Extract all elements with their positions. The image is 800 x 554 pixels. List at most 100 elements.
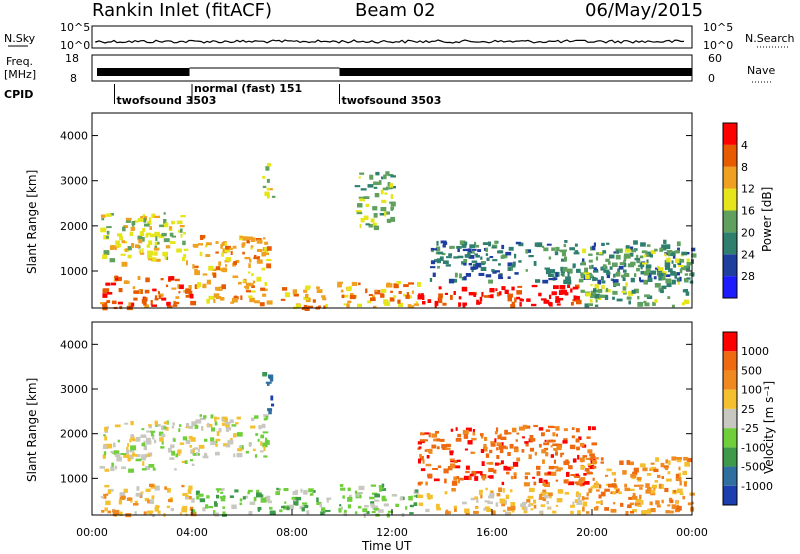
heatmap-cell bbox=[679, 492, 684, 496]
heatmap-cell bbox=[465, 465, 470, 470]
heatmap-cell bbox=[398, 291, 402, 294]
heatmap-cell bbox=[264, 282, 268, 287]
heatmap-cell bbox=[436, 258, 441, 264]
heatmap-cell bbox=[169, 226, 172, 230]
heatmap-cell bbox=[647, 277, 653, 282]
heatmap-cell bbox=[390, 208, 394, 211]
heatmap-cell bbox=[613, 478, 617, 482]
heatmap-cell bbox=[141, 468, 147, 471]
heatmap-cell bbox=[242, 251, 245, 255]
heatmap-cell bbox=[372, 206, 378, 211]
heatmap-cell bbox=[595, 505, 599, 509]
heatmap-cell bbox=[507, 262, 513, 267]
heatmap-cell bbox=[110, 450, 114, 454]
heatmap-cell bbox=[641, 250, 648, 254]
heatmap-cell bbox=[629, 246, 634, 251]
heatmap-cell bbox=[511, 286, 515, 291]
colorbar-tick-label: 8 bbox=[741, 161, 748, 174]
heatmap-cell bbox=[242, 236, 249, 241]
heatmap-cell bbox=[583, 481, 590, 485]
heatmap-cell bbox=[494, 240, 498, 244]
heatmap-cell bbox=[524, 506, 528, 511]
heatmap-cell bbox=[343, 509, 347, 515]
heatmap-cell bbox=[123, 225, 129, 229]
heatmap-cell bbox=[128, 468, 134, 473]
heatmap-cell bbox=[417, 481, 422, 486]
heatmap-cell bbox=[608, 483, 614, 488]
heatmap-cell bbox=[166, 256, 169, 260]
heatmap-cell bbox=[116, 278, 122, 282]
heatmap-cell bbox=[142, 214, 146, 217]
heatmap-cell bbox=[405, 506, 408, 510]
heatmap-cell bbox=[183, 248, 189, 251]
heatmap-cell bbox=[548, 278, 554, 281]
heatmap-cell bbox=[612, 296, 615, 300]
heatmap-cell bbox=[490, 441, 495, 444]
heatmap-cell bbox=[467, 248, 472, 253]
heatmap-cell bbox=[378, 509, 384, 513]
heatmap-cell bbox=[676, 506, 682, 511]
heatmap-cell bbox=[637, 264, 642, 268]
heatmap-cell bbox=[222, 506, 226, 509]
x-axis-label: Time UT bbox=[361, 539, 412, 553]
heatmap-cell bbox=[104, 484, 110, 488]
heatmap-cell bbox=[142, 461, 145, 466]
heatmap-cell bbox=[514, 253, 517, 259]
heatmap-cell bbox=[145, 234, 149, 238]
heatmap-cell bbox=[106, 230, 110, 235]
heatmap-cell bbox=[344, 294, 349, 298]
heatmap-cell bbox=[673, 264, 677, 268]
heatmap-cell bbox=[496, 455, 500, 459]
heatmap-cell bbox=[624, 483, 628, 488]
heatmap-cell bbox=[396, 281, 401, 285]
heatmap-cell bbox=[189, 506, 194, 511]
heatmap-cell bbox=[154, 245, 157, 248]
heatmap-cell bbox=[204, 438, 208, 442]
heatmap-cell bbox=[538, 427, 544, 431]
heatmap-cell bbox=[437, 465, 442, 468]
heatmap-cell bbox=[653, 276, 657, 280]
heatmap-cell bbox=[589, 457, 594, 461]
heatmap-cell bbox=[390, 175, 396, 178]
heatmap-cell bbox=[102, 288, 106, 294]
heatmap-cell bbox=[567, 279, 572, 285]
heatmap-cell bbox=[248, 271, 251, 274]
heatmap-cell bbox=[672, 254, 676, 259]
heatmap-cell bbox=[148, 217, 151, 223]
heatmap-cell bbox=[266, 178, 270, 183]
heatmap-cell bbox=[556, 445, 562, 451]
heatmap-cell bbox=[120, 495, 126, 500]
heatmap-cell bbox=[258, 425, 261, 428]
x-tick-label: 12:00 bbox=[376, 526, 408, 539]
heatmap-cell bbox=[147, 221, 152, 225]
heatmap-cell bbox=[99, 465, 105, 469]
heatmap-cell bbox=[612, 290, 618, 295]
heatmap-cell bbox=[369, 496, 375, 500]
heatmap-cell bbox=[591, 442, 598, 446]
heatmap-cell bbox=[563, 438, 568, 442]
y-tick-label: 2000 bbox=[60, 220, 88, 233]
heatmap-cell bbox=[362, 508, 368, 513]
heatmap-cell bbox=[185, 497, 189, 500]
heatmap-cell bbox=[521, 504, 526, 510]
heatmap-cell bbox=[114, 453, 121, 457]
heatmap-cell bbox=[224, 421, 231, 425]
heatmap-cell bbox=[464, 254, 470, 258]
heatmap-cell bbox=[500, 460, 504, 465]
heatmap-cell bbox=[449, 246, 453, 249]
heatmap-cell bbox=[575, 473, 579, 476]
heatmap-cell bbox=[159, 224, 164, 228]
colorbar-tick-label: 100 bbox=[741, 384, 762, 397]
heatmap-cell bbox=[202, 283, 207, 289]
heatmap-cell bbox=[312, 490, 316, 493]
heatmap-cell bbox=[368, 294, 373, 296]
colorbar-tick-label: 16 bbox=[741, 205, 755, 218]
heatmap-cell bbox=[629, 502, 635, 505]
heatmap-cell bbox=[263, 446, 266, 452]
heatmap-cell bbox=[545, 452, 549, 457]
heatmap-cell bbox=[419, 453, 422, 458]
heatmap-cell bbox=[658, 267, 664, 271]
heatmap-cell bbox=[592, 477, 595, 481]
heatmap-cell bbox=[540, 492, 546, 497]
freq-band-1 bbox=[97, 68, 190, 76]
